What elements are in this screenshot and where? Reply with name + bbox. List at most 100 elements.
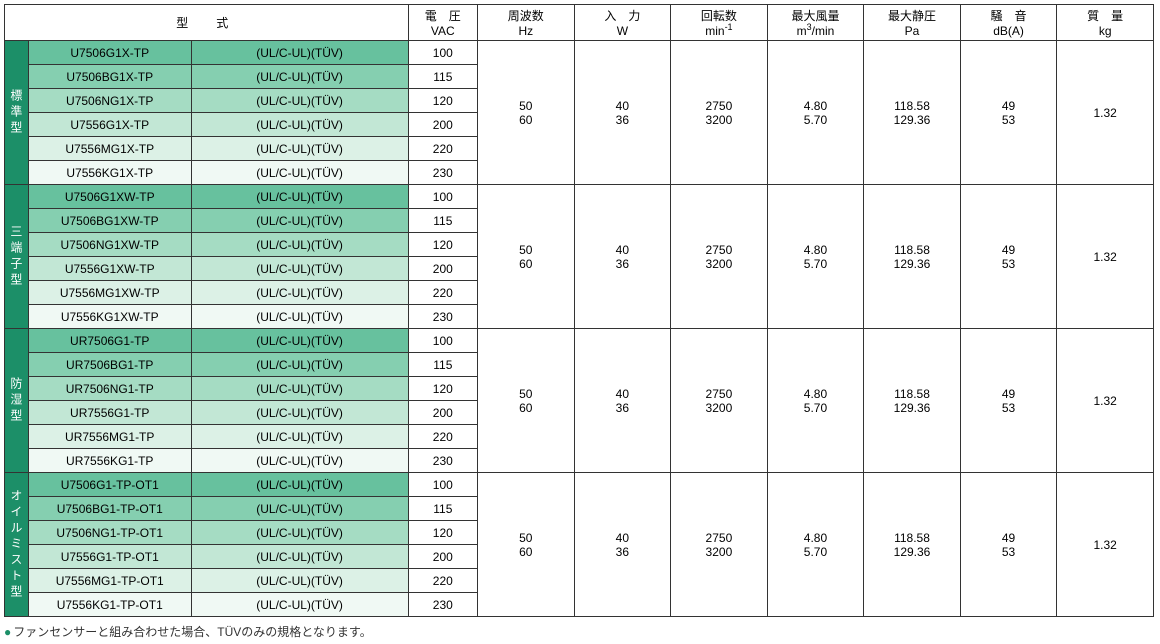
cert-cell: (UL/C-UL)(TÜV) — [191, 593, 408, 617]
spec-table: 型 式 電 圧VAC 周波数Hz 入 力W 回転数min-1 最大風量m3/mi… — [4, 4, 1154, 617]
table-row: 三端子型U7506G1XW-TP(UL/C-UL)(TÜV)1005060403… — [5, 185, 1154, 209]
model-cell: U7506NG1X-TP — [28, 89, 191, 113]
model-cell: U7556G1X-TP — [28, 113, 191, 137]
model-cell: U7556KG1-TP-OT1 — [28, 593, 191, 617]
spec-cell: 4953 — [960, 329, 1057, 473]
spec-cell: 118.58129.36 — [864, 329, 961, 473]
voltage-cell: 230 — [408, 449, 477, 473]
spec-cell: 4036 — [574, 41, 671, 185]
cert-cell: (UL/C-UL)(TÜV) — [191, 257, 408, 281]
table-row: オイルミスト型U7506G1-TP-OT1(UL/C-UL)(TÜV)10050… — [5, 473, 1154, 497]
cert-cell: (UL/C-UL)(TÜV) — [191, 65, 408, 89]
model-cell: UR7556MG1-TP — [28, 425, 191, 449]
voltage-cell: 115 — [408, 209, 477, 233]
model-cell: U7556KG1X-TP — [28, 161, 191, 185]
header-noise: 騒 音dB(A) — [960, 5, 1057, 41]
spec-cell: 27503200 — [671, 329, 768, 473]
voltage-cell: 200 — [408, 545, 477, 569]
spec-cell: 118.58129.36 — [864, 41, 961, 185]
cert-cell: (UL/C-UL)(TÜV) — [191, 401, 408, 425]
model-cell: U7556G1XW-TP — [28, 257, 191, 281]
cert-cell: (UL/C-UL)(TÜV) — [191, 113, 408, 137]
footnote: ファンセンサーと組み合わせた場合、TÜVのみの規格となります。 — [4, 623, 1156, 640]
spec-cell: 27503200 — [671, 473, 768, 617]
cert-cell: (UL/C-UL)(TÜV) — [191, 185, 408, 209]
spec-cell: 118.58129.36 — [864, 185, 961, 329]
cert-cell: (UL/C-UL)(TÜV) — [191, 569, 408, 593]
header-input: 入 力W — [574, 5, 671, 41]
model-cell: U7506NG1XW-TP — [28, 233, 191, 257]
spec-cell: 5060 — [478, 329, 575, 473]
model-cell: UR7506NG1-TP — [28, 377, 191, 401]
voltage-cell: 200 — [408, 113, 477, 137]
cert-cell: (UL/C-UL)(TÜV) — [191, 497, 408, 521]
spec-cell: 4953 — [960, 185, 1057, 329]
cert-cell: (UL/C-UL)(TÜV) — [191, 281, 408, 305]
voltage-cell: 100 — [408, 473, 477, 497]
category-label: オイルミスト型 — [5, 473, 29, 617]
voltage-cell: 230 — [408, 593, 477, 617]
cert-cell: (UL/C-UL)(TÜV) — [191, 209, 408, 233]
model-cell: U7556MG1-TP-OT1 — [28, 569, 191, 593]
category-label: 防湿型 — [5, 329, 29, 473]
voltage-cell: 120 — [408, 233, 477, 257]
spec-cell: 5060 — [478, 41, 575, 185]
model-cell: U7506BG1XW-TP — [28, 209, 191, 233]
cert-cell: (UL/C-UL)(TÜV) — [191, 137, 408, 161]
spec-cell: 4.805.70 — [767, 473, 864, 617]
header-airflow: 最大風量m3/min — [767, 5, 864, 41]
voltage-cell: 230 — [408, 305, 477, 329]
table-row: 防湿型UR7506G1-TP(UL/C-UL)(TÜV)100506040362… — [5, 329, 1154, 353]
cert-cell: (UL/C-UL)(TÜV) — [191, 473, 408, 497]
model-cell: UR7506BG1-TP — [28, 353, 191, 377]
spec-cell: 1.32 — [1057, 329, 1154, 473]
model-cell: U7506NG1-TP-OT1 — [28, 521, 191, 545]
spec-cell: 4036 — [574, 185, 671, 329]
header-voltage: 電 圧VAC — [408, 5, 477, 41]
cert-cell: (UL/C-UL)(TÜV) — [191, 89, 408, 113]
spec-cell: 1.32 — [1057, 41, 1154, 185]
table-row: 標準型U7506G1X-TP(UL/C-UL)(TÜV)100506040362… — [5, 41, 1154, 65]
voltage-cell: 220 — [408, 569, 477, 593]
cert-cell: (UL/C-UL)(TÜV) — [191, 233, 408, 257]
cert-cell: (UL/C-UL)(TÜV) — [191, 521, 408, 545]
spec-cell: 1.32 — [1057, 185, 1154, 329]
spec-cell: 4953 — [960, 473, 1057, 617]
header-frequency: 周波数Hz — [478, 5, 575, 41]
cert-cell: (UL/C-UL)(TÜV) — [191, 353, 408, 377]
cert-cell: (UL/C-UL)(TÜV) — [191, 41, 408, 65]
model-cell: UR7556G1-TP — [28, 401, 191, 425]
table-header: 型 式 電 圧VAC 周波数Hz 入 力W 回転数min-1 最大風量m3/mi… — [5, 5, 1154, 41]
spec-cell: 5060 — [478, 473, 575, 617]
spec-cell: 4.805.70 — [767, 41, 864, 185]
voltage-cell: 220 — [408, 281, 477, 305]
spec-cell: 4953 — [960, 41, 1057, 185]
voltage-cell: 100 — [408, 329, 477, 353]
voltage-cell: 115 — [408, 497, 477, 521]
model-cell: U7556KG1XW-TP — [28, 305, 191, 329]
voltage-cell: 230 — [408, 161, 477, 185]
spec-cell: 4036 — [574, 473, 671, 617]
cert-cell: (UL/C-UL)(TÜV) — [191, 329, 408, 353]
header-rpm: 回転数min-1 — [671, 5, 768, 41]
cert-cell: (UL/C-UL)(TÜV) — [191, 377, 408, 401]
model-cell: U7506G1X-TP — [28, 41, 191, 65]
voltage-cell: 100 — [408, 41, 477, 65]
voltage-cell: 115 — [408, 65, 477, 89]
model-cell: U7506BG1-TP-OT1 — [28, 497, 191, 521]
cert-cell: (UL/C-UL)(TÜV) — [191, 449, 408, 473]
spec-cell: 4.805.70 — [767, 329, 864, 473]
cert-cell: (UL/C-UL)(TÜV) — [191, 305, 408, 329]
voltage-cell: 120 — [408, 89, 477, 113]
spec-cell: 4.805.70 — [767, 185, 864, 329]
cert-cell: (UL/C-UL)(TÜV) — [191, 545, 408, 569]
model-cell: UR7556KG1-TP — [28, 449, 191, 473]
category-label: 標準型 — [5, 41, 29, 185]
cert-cell: (UL/C-UL)(TÜV) — [191, 161, 408, 185]
voltage-cell: 200 — [408, 257, 477, 281]
header-model: 型 式 — [5, 5, 409, 41]
model-cell: U7506G1-TP-OT1 — [28, 473, 191, 497]
spec-cell: 27503200 — [671, 185, 768, 329]
model-cell: UR7506G1-TP — [28, 329, 191, 353]
header-mass: 質 量kg — [1057, 5, 1154, 41]
